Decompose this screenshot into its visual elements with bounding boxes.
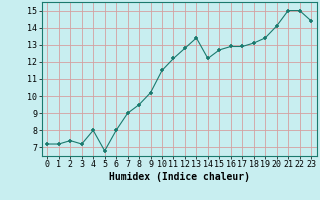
X-axis label: Humidex (Indice chaleur): Humidex (Indice chaleur) <box>109 172 250 182</box>
